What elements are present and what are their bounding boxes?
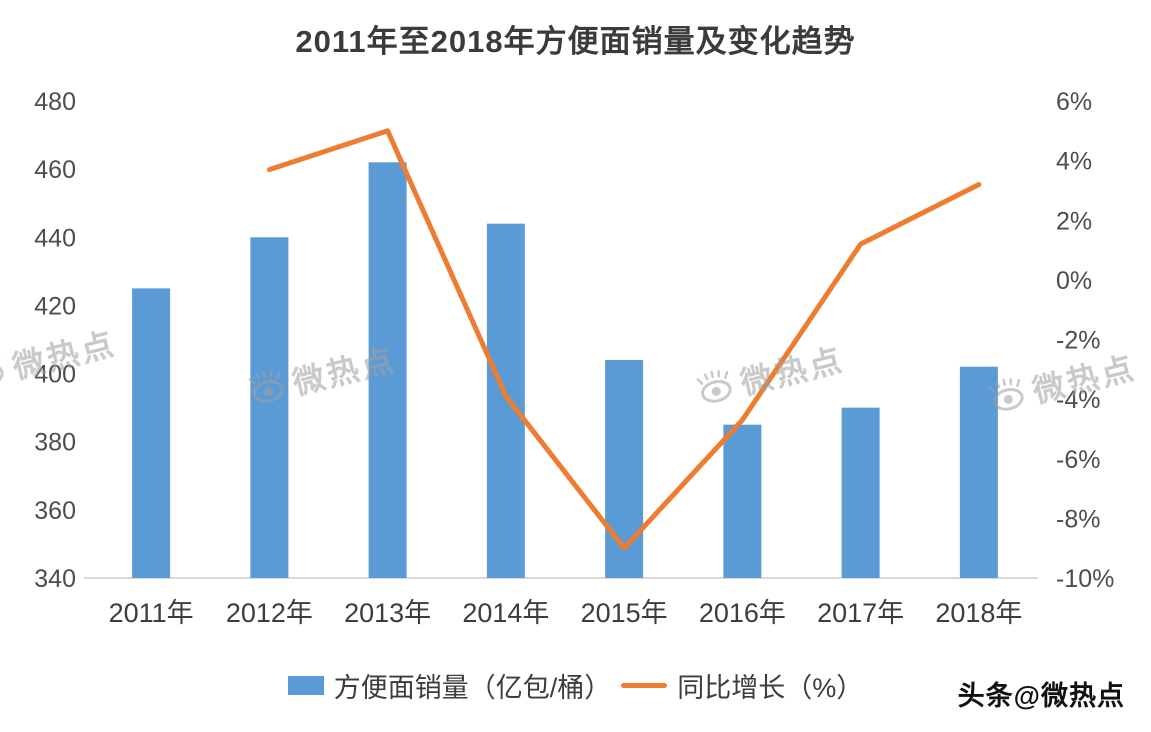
growth-legend-label: 同比增长（%） bbox=[677, 673, 864, 703]
sales-bar bbox=[841, 407, 880, 578]
right-axis-tick-label: 4% bbox=[1056, 148, 1092, 176]
sales-legend-swatch bbox=[287, 676, 324, 695]
chart-legend: 方便面销量（亿包/桶） 同比增长（%） bbox=[0, 666, 1151, 705]
x-axis-label: 2015年 bbox=[581, 598, 668, 628]
right-axis-tick-label: -10% bbox=[1056, 565, 1114, 593]
sales-bar bbox=[959, 366, 998, 578]
left-axis-tick-label: 380 bbox=[34, 429, 76, 457]
x-axis-label: 2012年 bbox=[226, 598, 313, 628]
left-axis-tick-label: 360 bbox=[34, 497, 76, 525]
legend-item-sales: 方便面销量（亿包/桶） bbox=[287, 666, 612, 705]
legend-item-growth: 同比增长（%） bbox=[621, 666, 863, 705]
right-axis-tick-label: 0% bbox=[1056, 267, 1092, 295]
right-axis-tick-label: -8% bbox=[1056, 505, 1100, 533]
credit-text: 头条@微热点 bbox=[957, 681, 1125, 711]
x-axis-label: 2011年 bbox=[109, 598, 194, 628]
left-axis-tick-label: 340 bbox=[34, 565, 76, 593]
sales-bar bbox=[132, 288, 171, 578]
x-axis-label: 2014年 bbox=[462, 598, 549, 628]
x-axis-label: 2013年 bbox=[344, 598, 431, 628]
right-axis-tick-label: -2% bbox=[1056, 327, 1100, 355]
chart-title: 2011年至2018年方便面销量及变化趋势 bbox=[295, 24, 856, 59]
sales-bar bbox=[723, 424, 762, 578]
left-axis-tick-label: 440 bbox=[34, 224, 76, 252]
sales-legend-label: 方便面销量（亿包/桶） bbox=[333, 673, 612, 703]
x-axis-label: 2016年 bbox=[699, 598, 786, 628]
sales-bar bbox=[368, 162, 407, 579]
sales-bar bbox=[250, 237, 289, 579]
growth-legend-swatch bbox=[621, 683, 668, 688]
growth-line bbox=[266, 128, 982, 551]
right-axis-tick-label: 2% bbox=[1056, 207, 1092, 235]
right-axis-tick-label: 6% bbox=[1056, 88, 1092, 116]
x-axis-label: 2018年 bbox=[935, 598, 1022, 628]
sales-bar bbox=[486, 223, 525, 578]
left-axis-tick-label: 420 bbox=[34, 292, 76, 320]
left-axis-tick-label: 480 bbox=[34, 88, 76, 116]
right-axis-tick-label: -4% bbox=[1056, 386, 1100, 414]
right-axis-tick-label: -6% bbox=[1056, 446, 1100, 474]
x-axis-label: 2017年 bbox=[817, 598, 904, 628]
left-axis-tick-label: 400 bbox=[34, 361, 76, 389]
sales-bar bbox=[605, 359, 644, 578]
left-axis-tick-label: 460 bbox=[34, 156, 76, 184]
